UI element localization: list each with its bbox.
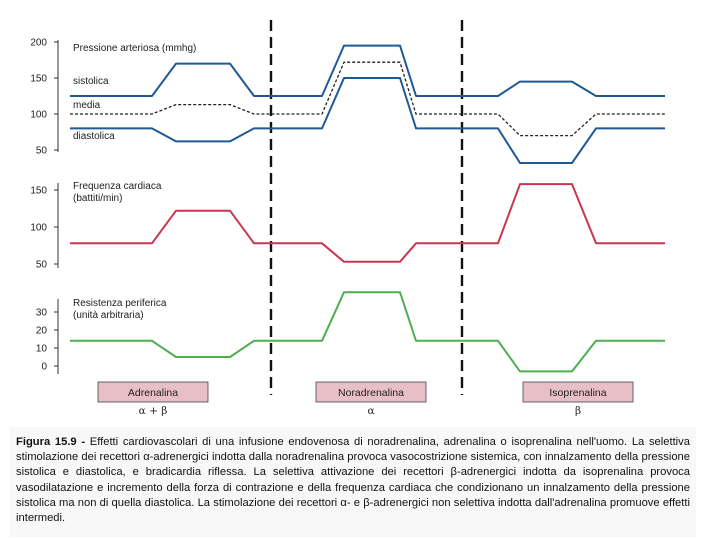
y-tick-label: 0	[41, 362, 47, 373]
y-tick-label: 10	[36, 344, 48, 355]
y-tick-label: 150	[30, 186, 47, 197]
y-tick-label: 30	[36, 308, 48, 319]
series-label-media: media	[73, 100, 101, 111]
series-label-sistolica: sistolica	[73, 76, 109, 87]
drug-name: Isoprenalina	[549, 387, 606, 399]
series-line-media	[70, 61, 665, 137]
drug-box	[97, 381, 209, 403]
series-line-diastolica	[70, 77, 665, 164]
y-tick-label: 50	[36, 146, 48, 157]
y-tick-label: 20	[36, 326, 48, 337]
series-line	[70, 183, 665, 263]
panel-peripheral-resistance: 30 20 10 0 Resistenza periferica (unità arb…	[36, 291, 665, 374]
drug-adrenalina: Adrenalina α + β	[97, 381, 209, 417]
drug-name: Adrenalina	[128, 387, 178, 399]
panel-title: Resistenza periferica	[73, 298, 167, 309]
panel-heart-rate: 150 100 50 Frequenza cardiaca (battiti/min…	[30, 181, 665, 271]
drug-receptor: α	[367, 405, 374, 417]
y-tick-label: 50	[36, 260, 48, 271]
y-tick-label: 150	[30, 74, 47, 85]
y-tick-label: 200	[30, 38, 47, 49]
panel-blood-pressure: 200 150 100 50 Pressione arteriosa (mmhg) s…	[30, 38, 665, 164]
series-line	[70, 291, 665, 373]
y-tick-label: 100	[30, 223, 47, 234]
drug-isoprenalina: Isoprenalina β	[522, 381, 634, 417]
series-line-sistolica	[70, 44, 665, 97]
y-tick-label: 100	[30, 110, 47, 121]
panel-subtitle: (unità arbitraria)	[73, 310, 144, 321]
drug-noradrenalina: Noradrenalina α	[315, 381, 427, 417]
panel-subtitle: (battiti/min)	[73, 193, 122, 204]
drug-receptor: β	[575, 405, 581, 417]
drug-name: Noradrenalina	[338, 387, 404, 399]
caption-text: Effetti cardiovascolari di una infusione…	[16, 436, 690, 525]
drug-box	[522, 381, 634, 403]
drug-receptor: α + β	[139, 405, 168, 417]
caption-label: Figura 15.9 -	[16, 436, 90, 448]
panel-title: Pressione arteriosa (mmhg)	[73, 43, 196, 54]
series-label-diastolica: diastolica	[73, 131, 115, 142]
panel-title: Frequenza cardiaca	[73, 181, 162, 192]
figure-caption: Figura 15.9 - Effetti cardiovascolari di…	[10, 427, 696, 537]
drug-box	[315, 381, 427, 403]
